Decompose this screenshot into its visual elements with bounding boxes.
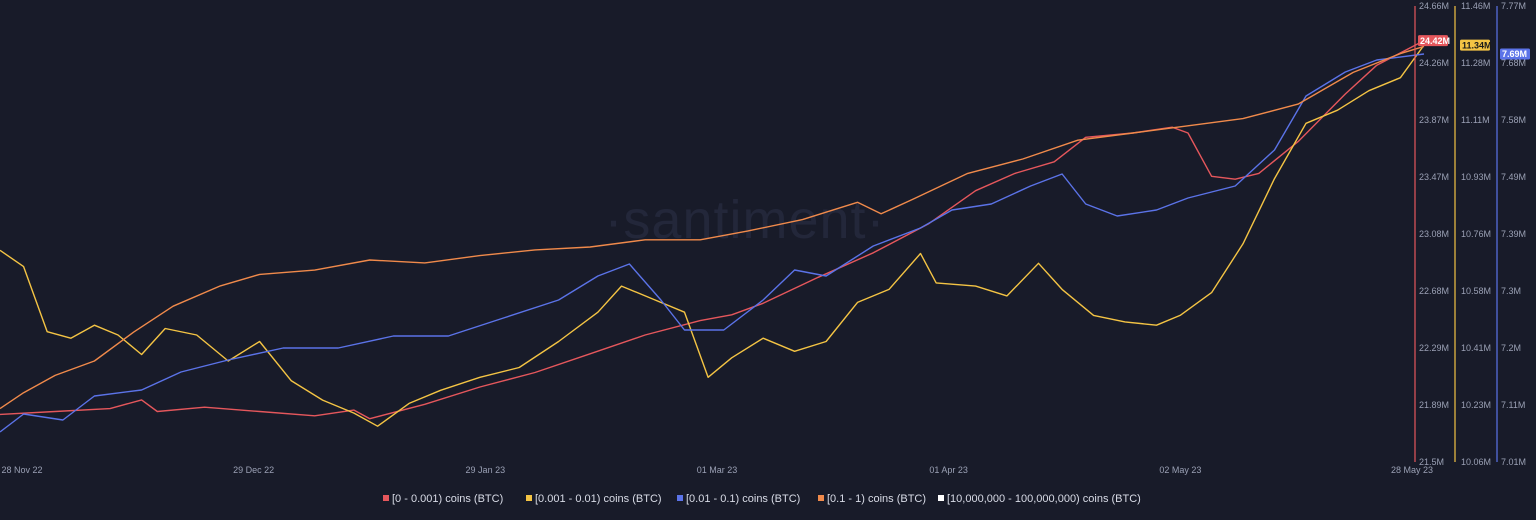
x-axis: 28 Nov 22 29 Dec 22 29 Jan 23 01 Mar 23 01 A… bbox=[1, 465, 1433, 475]
santiment-watermark: ·santiment· bbox=[604, 190, 885, 250]
y-tick-label-blue: 7.3M bbox=[1501, 286, 1521, 296]
y-tick-label-red: 21.89M bbox=[1419, 400, 1449, 410]
legend-swatch bbox=[938, 495, 944, 501]
x-tick-label: 01 Mar 23 bbox=[697, 465, 738, 475]
y-tick-label-blue: 7.58M bbox=[1501, 115, 1526, 125]
y-tick-label-yellow: 11.28M bbox=[1461, 58, 1490, 68]
series-line-2 bbox=[0, 53, 1425, 433]
legend-label: [0.01 - 0.1) coins (BTC) bbox=[686, 493, 800, 505]
y-tick-label-yellow: 10.06M bbox=[1461, 457, 1491, 467]
legend-label: [10,000,000 - 100,000,000) coins (BTC) bbox=[947, 493, 1141, 505]
x-tick-label: 29 Jan 23 bbox=[466, 465, 506, 475]
legend-item[interactable]: [0.001 - 0.01) coins (BTC) bbox=[526, 493, 662, 505]
series-line-1 bbox=[0, 44, 1425, 427]
value-badge-label-red: 24.42M bbox=[1420, 36, 1450, 46]
y-tick-label-yellow: 11.11M bbox=[1461, 115, 1490, 125]
series-lines bbox=[0, 39, 1425, 433]
legend-item[interactable]: [0.1 - 1) coins (BTC) bbox=[818, 493, 926, 505]
y-tick-label-red: 22.29M bbox=[1419, 343, 1449, 353]
y-tick-label-blue: 7.68M bbox=[1501, 58, 1526, 68]
series-line-3 bbox=[0, 45, 1425, 410]
y-tick-label-yellow: 10.41M bbox=[1461, 343, 1491, 353]
series-line-0 bbox=[0, 39, 1425, 420]
legend-swatch bbox=[526, 495, 532, 501]
y-tick-label-blue: 7.39M bbox=[1501, 229, 1526, 239]
y-tick-label-yellow: 10.58M bbox=[1461, 286, 1491, 296]
y-tick-label-blue: 7.49M bbox=[1501, 172, 1526, 182]
y-tick-label-blue: 7.2M bbox=[1501, 343, 1521, 353]
legend-swatch bbox=[818, 495, 824, 501]
y-tick-label-red: 22.68M bbox=[1419, 286, 1449, 296]
y-tick-label-blue: 7.77M bbox=[1501, 1, 1526, 11]
legend-label: [0.1 - 1) coins (BTC) bbox=[827, 493, 926, 505]
value-badge-blue bbox=[1500, 48, 1530, 60]
axes: 24.66M 24.26M 23.87M 23.47M 23.08M 22.68M 22.2… bbox=[1414, 1, 1530, 467]
legend: [0 - 0.001) coins (BTC) [0.001 - 0.01) co… bbox=[383, 493, 1141, 505]
legend-item[interactable]: [0.01 - 0.1) coins (BTC) bbox=[677, 493, 800, 505]
y-tick-label-red: 21.5M bbox=[1419, 457, 1444, 467]
y-tick-label-red: 24.66M bbox=[1419, 1, 1449, 11]
legend-item[interactable]: [10,000,000 - 100,000,000) coins (BTC) bbox=[938, 493, 1141, 505]
legend-label: [0.001 - 0.01) coins (BTC) bbox=[535, 493, 662, 505]
y-tick-label-yellow: 10.76M bbox=[1461, 229, 1491, 239]
value-badge-yellow bbox=[1460, 39, 1490, 51]
legend-swatch bbox=[383, 495, 389, 501]
value-badge-label-yellow: 11.34M bbox=[1462, 40, 1492, 50]
legend-swatch bbox=[677, 495, 683, 501]
y-tick-label-red: 23.08M bbox=[1419, 229, 1449, 239]
y-tick-label-blue: 7.11M bbox=[1501, 400, 1525, 410]
y-tick-label-red: 23.47M bbox=[1419, 172, 1449, 182]
legend-item[interactable]: [0 - 0.001) coins (BTC) bbox=[383, 493, 503, 505]
y-tick-label-yellow: 10.93M bbox=[1461, 172, 1491, 182]
y-tick-label-yellow: 10.23M bbox=[1461, 400, 1491, 410]
y-tick-label-yellow: 11.46M bbox=[1461, 1, 1490, 11]
y-tick-label-red: 24.26M bbox=[1419, 58, 1449, 68]
x-tick-label: 28 Nov 22 bbox=[1, 465, 42, 475]
value-badge-label-blue: 7.69M bbox=[1502, 49, 1527, 59]
y-tick-label-blue: 7.01M bbox=[1501, 457, 1526, 467]
x-tick-label: 02 May 23 bbox=[1159, 465, 1201, 475]
legend-label: [0 - 0.001) coins (BTC) bbox=[392, 493, 503, 505]
y-tick-label-red: 23.87M bbox=[1419, 115, 1449, 125]
value-badge-red bbox=[1418, 35, 1448, 47]
x-tick-label: 29 Dec 22 bbox=[233, 465, 274, 475]
x-tick-label: 28 May 23 bbox=[1391, 465, 1433, 475]
x-tick-label: 01 Apr 23 bbox=[929, 465, 968, 475]
